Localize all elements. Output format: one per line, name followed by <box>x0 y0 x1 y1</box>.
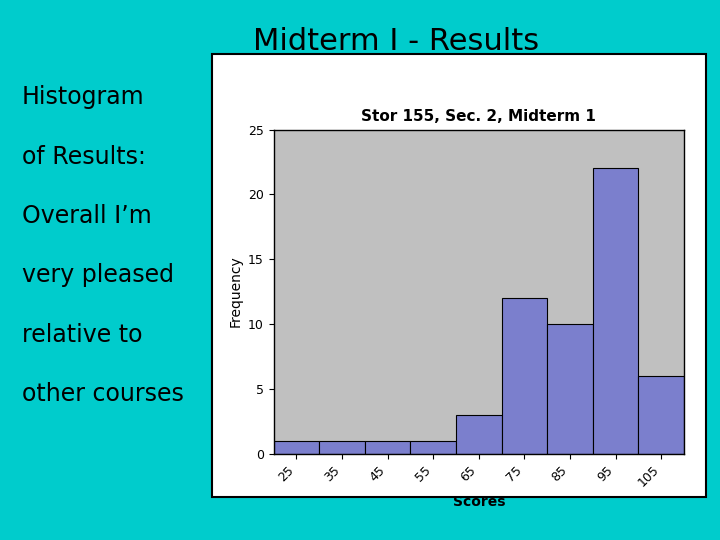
Text: relative to: relative to <box>22 323 142 347</box>
Bar <box>319 441 365 454</box>
Bar <box>410 441 456 454</box>
Text: of Results:: of Results: <box>22 145 145 168</box>
Bar <box>639 376 684 454</box>
Y-axis label: Frequency: Frequency <box>228 256 243 327</box>
Bar <box>502 298 547 454</box>
Bar <box>365 441 410 454</box>
Text: very pleased: very pleased <box>22 264 174 287</box>
Bar <box>456 415 502 454</box>
Text: Overall I’m: Overall I’m <box>22 204 151 228</box>
Text: other courses: other courses <box>22 382 184 406</box>
Text: Histogram: Histogram <box>22 85 144 109</box>
Bar <box>274 441 319 454</box>
X-axis label: Scores: Scores <box>453 495 505 509</box>
Bar <box>547 324 593 454</box>
Title: Stor 155, Sec. 2, Midterm 1: Stor 155, Sec. 2, Midterm 1 <box>361 109 596 124</box>
Text: Midterm I - Results: Midterm I - Results <box>253 27 539 56</box>
Bar <box>593 168 639 454</box>
